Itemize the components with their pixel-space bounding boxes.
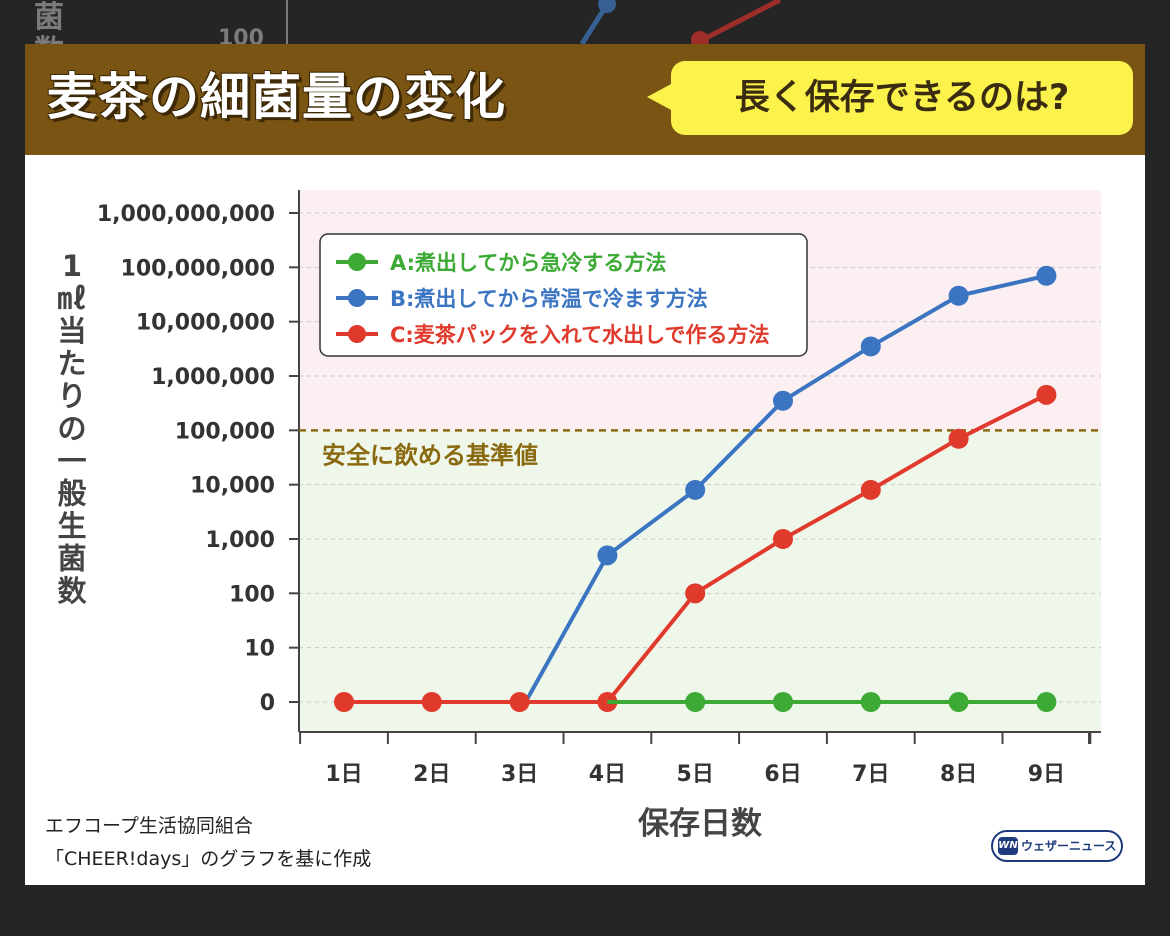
bacteria-line-chart: 1,000,000,000 100,000,000 10,000,000 1,000,… <box>57 190 1101 842</box>
y-tick-label: 100,000,000 <box>121 256 275 281</box>
chart-subtitle: 長く保存できるのは? <box>734 78 1070 118</box>
legend-box <box>319 233 808 357</box>
data-point-b <box>948 285 969 306</box>
background-glyph: 数 <box>34 26 64 44</box>
reference-line-label: 安全に飲める基準値 <box>322 441 538 469</box>
y-axis-title: 1 ㎖当たりの一般生菌数 <box>57 249 87 608</box>
x-tick-label: 5日 <box>677 762 714 787</box>
background-glyph: 菌 <box>34 0 64 35</box>
background-chart-fragment <box>286 0 782 44</box>
y-tick-label: 10,000 <box>190 474 275 499</box>
legend-swatch-dot <box>348 253 366 271</box>
legend-label: A:煮出してから急冷する方法 <box>390 251 666 275</box>
legend-label: C:麦茶パックを入れて水出しで作る方法 <box>390 323 770 347</box>
header-band: 麦茶の細菌量の変化 長く保存できるのは? <box>25 44 1145 155</box>
x-tick-label: 2日 <box>413 762 450 787</box>
zone-safe <box>299 430 1101 732</box>
y-tick-label: 0 <box>260 691 275 716</box>
y-tick-label: 10 <box>244 637 275 662</box>
source-line-1: エフコープ生活協同組合 <box>45 815 253 837</box>
data-point-a <box>1036 692 1057 712</box>
y-tick-label: 10,000,000 <box>136 311 275 336</box>
data-point-b <box>597 545 618 566</box>
x-tick-label: 3日 <box>501 762 538 787</box>
x-tick-label: 8日 <box>940 762 977 787</box>
x-tick-label: 1日 <box>325 762 362 787</box>
y-tick-label: 1,000,000 <box>151 365 275 390</box>
legend-label: B:煮出してから常温で冷ます方法 <box>390 287 708 311</box>
y-tick-label: 100 <box>229 582 275 607</box>
weathernews-logo: WN ウェザーニュース <box>991 830 1123 862</box>
x-tick-label: 4日 <box>589 762 626 787</box>
data-point-c <box>1036 384 1057 405</box>
data-point-c <box>685 583 706 604</box>
background-tick: 100 <box>218 26 264 44</box>
data-point-b <box>860 336 881 357</box>
data-point-a <box>860 692 881 712</box>
weathernews-logo-text: ウェザーニュース <box>1021 839 1117 853</box>
x-tick-label: 9日 <box>1028 762 1065 787</box>
data-point-b <box>685 479 706 500</box>
infographic-card: 麦茶の細菌量の変化 長く保存できるのは? 1,000,000,000 100,00… <box>25 44 1145 885</box>
legend-swatch-dot <box>348 289 366 307</box>
data-point-c <box>509 692 530 712</box>
x-axis-title: 保存日数 <box>638 806 762 842</box>
data-point-a <box>948 692 969 712</box>
data-point-c <box>773 529 793 549</box>
data-point-b <box>773 390 793 411</box>
x-tick-label: 7日 <box>852 762 889 787</box>
data-point-c <box>948 428 969 449</box>
data-point-c <box>334 692 354 712</box>
y-tick-label: 100,000 <box>175 419 275 444</box>
chart-title: 麦茶の細菌量の変化 <box>47 68 506 126</box>
y-tick-label: 1,000 <box>205 528 275 553</box>
weathernews-mark-icon: WN <box>998 837 1018 855</box>
background-peek: 菌 数 100 <box>0 0 1170 44</box>
legend-swatch-dot <box>348 325 366 343</box>
data-point-c <box>860 479 881 500</box>
data-point-a <box>773 692 793 712</box>
subtitle-bubble: 長く保存できるのは? <box>647 61 1133 135</box>
data-point-a <box>685 692 706 712</box>
x-tick-label: 6日 <box>764 762 801 787</box>
data-point-b <box>1036 265 1057 286</box>
source-line-2: 「CHEER!days」のグラフを基に作成 <box>45 848 372 870</box>
y-tick-label: 1,000,000,000 <box>97 202 275 227</box>
data-point-c <box>421 692 442 712</box>
